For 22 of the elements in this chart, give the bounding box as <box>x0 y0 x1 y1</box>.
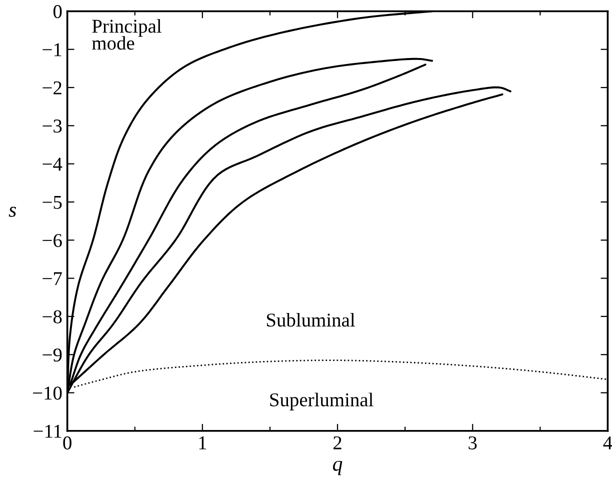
annotation: Superluminal <box>270 392 374 410</box>
x-tick-label: 3 <box>468 436 477 450</box>
x-tick-label: 1 <box>199 436 206 450</box>
y-tick-label: −6 <box>42 234 62 248</box>
x-tick-label: 2 <box>334 436 342 450</box>
y-tick-label: −1 <box>42 43 62 56</box>
y-tick-label: −3 <box>42 120 62 133</box>
y-tick-label: −9 <box>42 348 62 362</box>
y-tick-label: −5 <box>42 196 62 209</box>
x-tick-label: 0 <box>63 436 72 450</box>
y-tick-label: −11 <box>34 424 62 438</box>
annotation: Principal mode <box>92 19 162 50</box>
y-tick-label: −4 <box>42 158 62 171</box>
x-tick-label: 4 <box>603 436 612 450</box>
y-tick-label: −10 <box>33 386 62 400</box>
annotation: Subluminal <box>266 312 355 327</box>
y-axis-title: s <box>8 206 16 217</box>
y-tick-label: −7 <box>42 272 62 286</box>
x-axis-title: q <box>333 460 342 476</box>
y-tick-label: −8 <box>42 310 62 324</box>
y-tick-label: 0 <box>53 5 62 18</box>
y-tick-label: −2 <box>42 81 62 94</box>
